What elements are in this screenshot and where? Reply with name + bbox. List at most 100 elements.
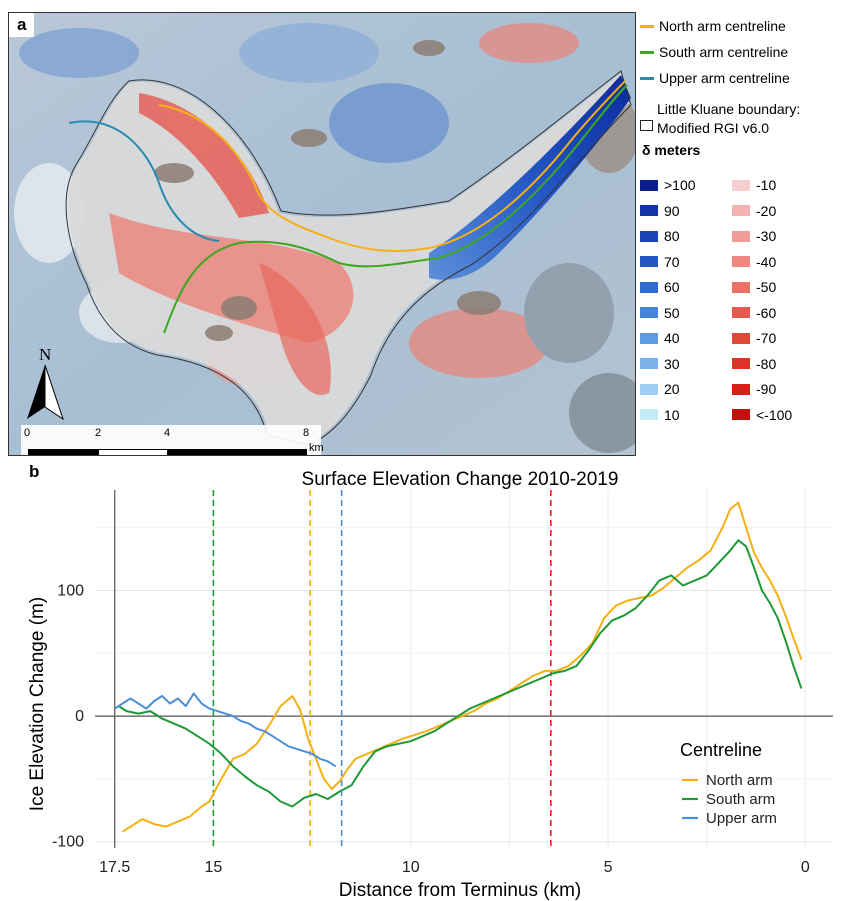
scale-unit: km — [309, 442, 324, 454]
positive-bin: 30 — [640, 353, 680, 375]
positive-bin-swatch — [640, 230, 658, 242]
positive-bin-label: 10 — [664, 406, 680, 423]
negative-bin-swatch — [732, 256, 750, 267]
positive-bin-label: >100 — [664, 177, 696, 193]
scale-bar: 0 2 4 8 km — [21, 425, 324, 455]
x-tick-label: 10 — [402, 859, 420, 876]
negative-bin: -50 — [732, 276, 776, 298]
scale-label-2: 2 — [95, 427, 102, 439]
positive-bin: 60 — [640, 276, 680, 298]
positive-bin-swatch — [640, 409, 658, 420]
positive-bin: 20 — [640, 378, 680, 400]
chart-vlines — [212, 490, 552, 848]
negative-bin: -20 — [732, 200, 776, 222]
positive-bin: 70 — [640, 251, 680, 273]
scale-segment-2 — [98, 449, 168, 455]
negative-bin: -70 — [732, 327, 776, 349]
y-tick-label: -100 — [52, 834, 84, 851]
negative-bin: -30 — [732, 225, 776, 247]
negative-bin-label: -40 — [756, 253, 777, 270]
scale-label-4: 4 — [164, 427, 171, 439]
positive-bin-swatch — [640, 256, 658, 267]
positive-bin-label: 30 — [664, 355, 680, 372]
legend-boundary-line1: Little Kluane boundary: — [657, 101, 801, 117]
north-arm-centreline — [158, 80, 626, 252]
chart-legend: Centreline North arm South arm Upper arm — [680, 740, 777, 827]
boundary-swatch — [640, 120, 653, 131]
negative-bin: -40 — [732, 251, 776, 273]
positive-bin-swatch — [640, 179, 658, 191]
elevation-change-chart: Surface Elevation Change 2010-2019 17.5 1… — [27, 469, 833, 901]
legend-upper-arm-label: Upper arm centreline — [659, 70, 790, 86]
x-axis-label: Distance from Terminus (km) — [339, 880, 581, 901]
legend-north-arm: North arm centreline — [640, 17, 786, 35]
negative-bin-swatch — [732, 179, 750, 191]
legend-north-arm-label: North arm centreline — [659, 18, 786, 34]
series-line-south-arm — [118, 539, 803, 808]
negative-bin: -90 — [732, 378, 776, 400]
positive-bin-label: 90 — [664, 202, 680, 219]
negative-bin-swatch — [732, 358, 750, 369]
series-line-north-arm — [122, 501, 803, 833]
y-tick-label: 100 — [57, 582, 84, 599]
negative-bin-label: -20 — [756, 202, 777, 219]
negative-bin: <-100 — [732, 404, 792, 426]
map-image — [9, 13, 635, 455]
positive-bin: >100 — [640, 174, 696, 196]
x-tick-label: 17.5 — [99, 859, 130, 876]
chart-title: Surface Elevation Change 2010-2019 — [302, 469, 619, 490]
chart-legend-label: North arm — [706, 772, 773, 789]
negative-bin-swatch — [732, 383, 750, 395]
negative-bin-swatch — [732, 281, 750, 293]
series-line-upper-arm — [114, 692, 337, 768]
north-arm-swatch — [640, 24, 654, 28]
chart-series — [114, 501, 803, 833]
x-tick-label: 5 — [604, 859, 613, 876]
negative-bin-swatch — [732, 332, 750, 344]
positive-bin: 50 — [640, 302, 680, 324]
scale-segment-3 — [168, 449, 307, 455]
legend-delta-title: δ meters — [642, 142, 701, 158]
negative-bin-label: -90 — [756, 381, 777, 397]
positive-bin: 10 — [640, 404, 680, 426]
rock-outcrops — [154, 40, 501, 341]
map-legend: North arm centreline South arm centrelin… — [640, 12, 840, 452]
positive-bin-label: 20 — [664, 381, 680, 397]
thinning-zone-north — [139, 93, 269, 218]
positive-bin-swatch — [640, 281, 658, 293]
positive-bin-label: 70 — [664, 253, 680, 270]
panel-a-label: a — [9, 13, 35, 37]
positive-bin-label: 50 — [664, 304, 680, 321]
y-axis-label: Ice Elevation Change (m) — [27, 597, 48, 811]
positive-bin: 40 — [640, 327, 680, 349]
south-arm-centreline — [163, 84, 628, 334]
positive-bin: 80 — [640, 225, 680, 247]
negative-bin-label: -10 — [756, 177, 777, 193]
legend-south-arm: South arm centreline — [640, 43, 788, 61]
upper-arm-swatch — [640, 76, 654, 80]
negative-bin-label: -60 — [756, 304, 777, 321]
thinning-zone-lower — [259, 263, 331, 395]
legend-boundary-line2: Modified RGI v6.0 — [657, 120, 770, 136]
negative-bin-swatch — [732, 409, 750, 420]
south-arm-swatch — [640, 50, 654, 54]
positive-bin-swatch — [640, 332, 658, 344]
y-tick-label: 0 — [75, 708, 84, 725]
negative-bin-label: <-100 — [756, 406, 793, 423]
scale-segment-1 — [28, 449, 98, 455]
panel-b-label: b — [29, 462, 40, 481]
positive-bin: 90 — [640, 200, 680, 222]
thickening-zone — [429, 75, 631, 280]
positive-bin-swatch — [640, 205, 658, 216]
chart-legend-label: Upper arm — [706, 810, 777, 827]
scale-label-0: 0 — [24, 427, 31, 439]
negative-bin: -10 — [732, 174, 776, 196]
positive-bin-label: 60 — [664, 279, 680, 295]
glacier-boundary — [65, 70, 632, 446]
negative-bin-swatch — [732, 307, 750, 318]
legend-upper-arm: Upper arm centreline — [640, 69, 790, 87]
north-arrow-icon: N — [27, 345, 64, 421]
x-tick-label: 0 — [801, 859, 810, 876]
x-tick-label: 15 — [204, 859, 222, 876]
negative-bin: -80 — [732, 353, 776, 375]
